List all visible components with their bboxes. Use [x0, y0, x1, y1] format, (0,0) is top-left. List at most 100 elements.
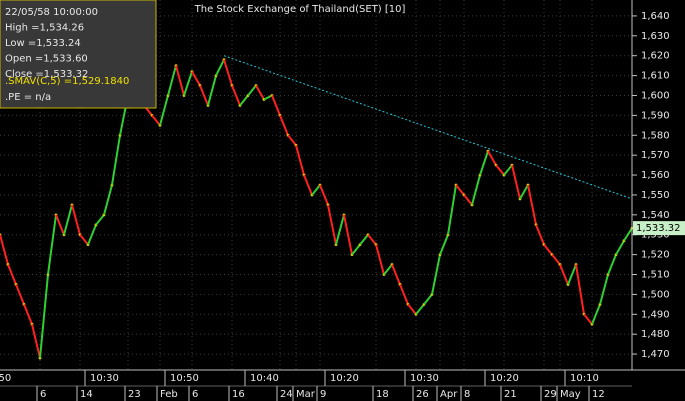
x-time-label: 10:20	[490, 373, 519, 384]
price-segment	[471, 174, 481, 206]
y-tick-label: 1,560	[641, 170, 670, 181]
price-segment	[335, 214, 345, 245]
y-tick-label: 1,620	[641, 51, 670, 62]
price-segment	[15, 284, 25, 305]
price-segment	[79, 234, 89, 246]
price-segment	[151, 114, 161, 126]
price-segment	[303, 174, 313, 196]
x-time-label: 10:40	[250, 373, 279, 384]
price-segment	[391, 264, 401, 285]
price-segment	[327, 204, 337, 245]
price-segment	[247, 84, 257, 97]
x-date-label: 16	[232, 389, 245, 400]
price-segment	[407, 303, 417, 315]
price-segment	[71, 204, 81, 235]
x-date-label: 8	[464, 389, 470, 400]
price-segment	[423, 293, 433, 305]
price-segment	[607, 254, 617, 275]
price-segment	[47, 214, 57, 275]
trend-line	[223, 55, 633, 200]
info-line: 22/05/58 10:00:00	[5, 7, 98, 18]
price-segment	[383, 263, 393, 276]
chart-title: The Stock Exchange of Thailand(SET) [10]	[194, 4, 406, 15]
price-segment	[159, 95, 169, 126]
x-date-label: 26	[416, 389, 429, 400]
y-tick-label: 1,500	[641, 289, 670, 300]
x-date-label: 21	[504, 389, 517, 400]
price-segment	[343, 214, 353, 255]
price-segment	[319, 184, 329, 206]
plot	[0, 55, 634, 360]
price-segment	[311, 184, 321, 196]
y-tick-label: 1,470	[641, 349, 670, 360]
y-tick-label: 1,480	[641, 329, 670, 340]
x-date-label: 6	[40, 389, 46, 400]
price-segment	[279, 115, 289, 136]
y-tick-label: 1,630	[641, 31, 670, 42]
price-segment	[599, 274, 609, 305]
price-segment	[583, 313, 593, 325]
price-segment	[447, 184, 457, 235]
price-segment	[199, 85, 209, 106]
price-segment	[495, 164, 505, 176]
x-date-label: Mar	[296, 389, 316, 400]
x-time-label: 10:20	[330, 373, 359, 384]
y-tick-label: 1,490	[641, 309, 670, 320]
price-segment	[39, 274, 49, 359]
price-segment	[239, 94, 249, 107]
price-segment	[55, 214, 65, 236]
x-date-label: May	[560, 389, 581, 400]
price-segment	[183, 71, 193, 96]
price-segment	[415, 303, 425, 315]
y-tick-label: 1,640	[641, 11, 670, 22]
price-segment	[295, 144, 305, 176]
y-tick-label: 1,610	[641, 71, 670, 82]
x-date-label: 24	[280, 389, 293, 400]
price-segment	[167, 65, 177, 96]
price-segment	[623, 227, 633, 242]
x-date-label: Feb	[160, 389, 178, 400]
price-segment	[351, 244, 361, 256]
price-segment	[87, 224, 97, 246]
indicator-line: .SMAV(C,5) =1,529.1840	[5, 76, 129, 87]
y-tick-label: 1,600	[641, 90, 670, 101]
price-segment	[487, 150, 497, 166]
price-segment	[567, 264, 577, 285]
price-segment	[527, 184, 537, 225]
x-date-label: 6	[192, 389, 198, 400]
price-segment	[575, 264, 585, 315]
y-tick-label: 1,510	[641, 270, 670, 281]
price-segment	[23, 303, 33, 325]
price-segment	[191, 71, 201, 87]
price-segment	[535, 224, 545, 246]
price-segment	[591, 303, 601, 325]
x-date-label: Apr	[440, 389, 458, 400]
price-segment	[231, 85, 241, 106]
x-time-label: 10:30	[410, 373, 439, 384]
grid	[0, 0, 637, 370]
price-segment	[31, 324, 41, 359]
info-line: Low =1,533.24	[5, 38, 81, 49]
price-segment	[263, 94, 273, 101]
price-segment	[551, 253, 561, 266]
price-segment	[95, 214, 105, 226]
price-segment	[215, 59, 225, 77]
y-tick-label: 1,550	[641, 190, 670, 201]
info-line: Close =1,533.32	[5, 69, 88, 80]
price-segment	[359, 234, 369, 246]
x-date-label: 29	[544, 389, 557, 400]
price-segment	[375, 244, 385, 275]
price-segment	[271, 95, 281, 116]
x-time-label: 10:30	[90, 373, 119, 384]
price-segment	[223, 59, 233, 86]
price-segment	[439, 234, 449, 255]
price-segment	[111, 135, 121, 186]
y-tick-label: 1,540	[641, 210, 670, 221]
price-segment	[255, 85, 265, 100]
price-segment	[399, 284, 409, 305]
price-segment	[511, 164, 521, 200]
info-line: Open =1,533.60	[5, 54, 88, 65]
y-tick-label: 1,590	[641, 110, 670, 121]
y-tick-label: 1,570	[641, 150, 670, 161]
last-value-label: 1,533.32	[636, 223, 681, 234]
